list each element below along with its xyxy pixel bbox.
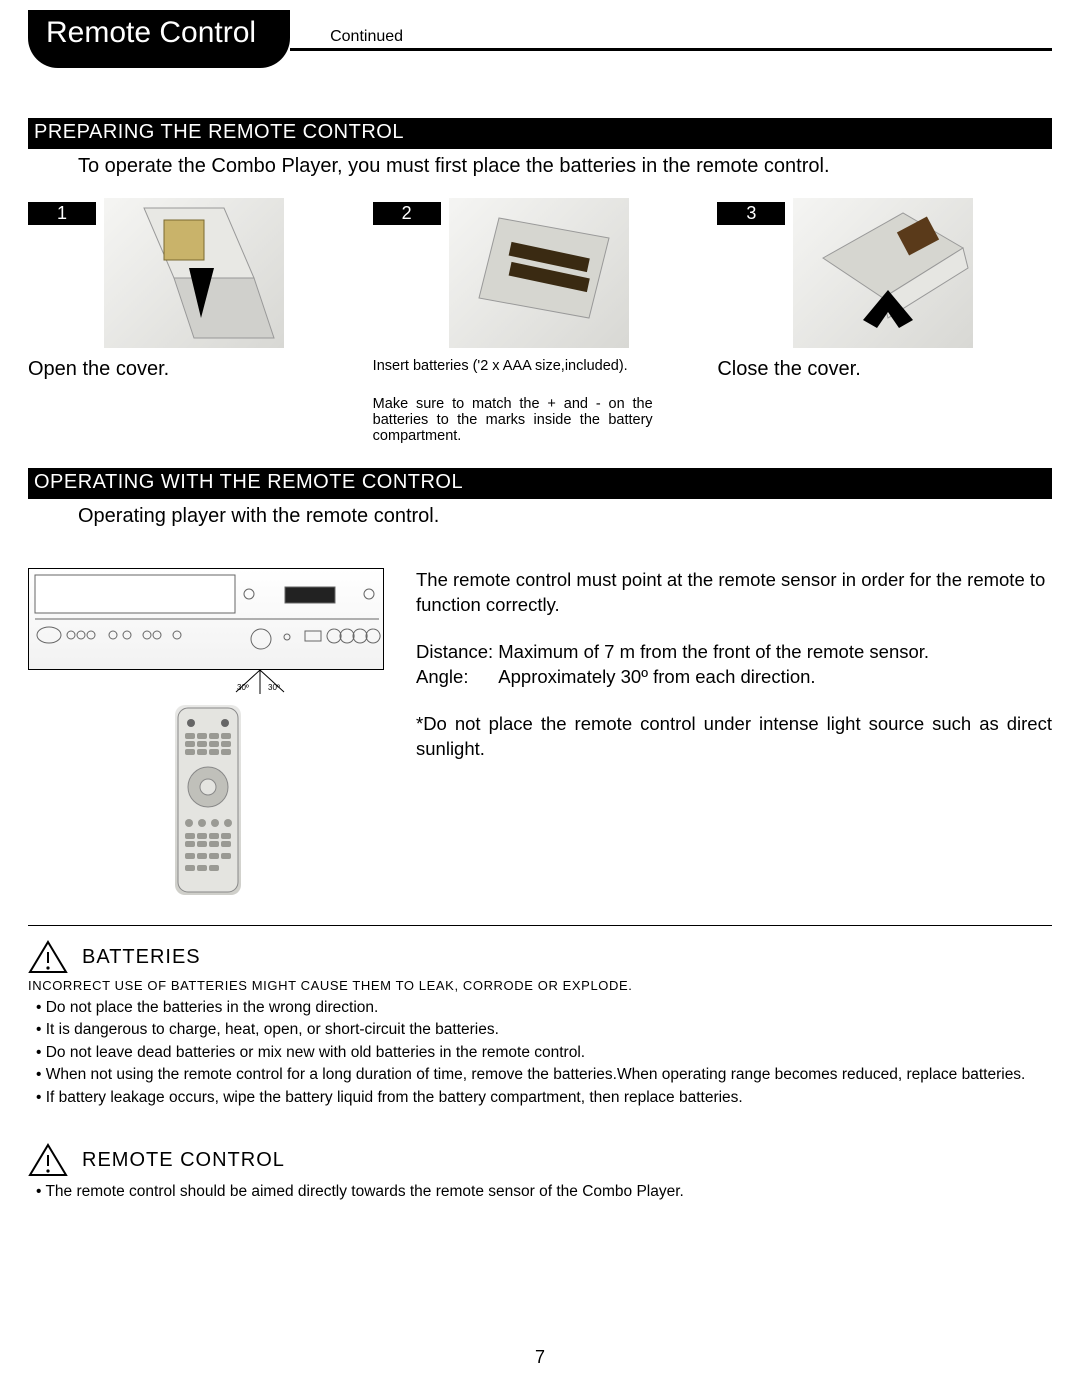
step-1-caption: Open the cover. [28, 358, 363, 381]
step-2-note: Make sure to match the + and - on the ba… [373, 396, 653, 444]
section1-heading: PREPARING THE REMOTE CONTROL [28, 118, 1052, 149]
remote-warning: REMOTE CONTROL The remote control should… [28, 1143, 1052, 1203]
remote-svg [175, 705, 241, 895]
step-3-image [793, 198, 973, 348]
angle-left-label: 30º [237, 683, 249, 692]
operating-row: 30º 30º [28, 568, 1052, 895]
operating-p1: The remote control must point at the rem… [416, 568, 1052, 618]
divider-rule [28, 925, 1052, 926]
page-number: 7 [0, 1347, 1080, 1368]
warning-icon [28, 1143, 68, 1177]
warning-icon [28, 940, 68, 974]
section2-heading: OPERATING WITH THE REMOTE CONTROL [28, 468, 1052, 499]
open-cover-illustration [104, 198, 284, 348]
operating-specs: Distance: Maximum of 7 m from the front … [416, 640, 1052, 690]
list-item: It is dangerous to charge, heat, open, o… [28, 1019, 1052, 1041]
operating-distance: Distance: Maximum of 7 m from the front … [416, 641, 929, 662]
close-cover-illustration [793, 198, 973, 348]
step-1-number: 1 [28, 202, 96, 225]
operating-note: *Do not place the remote control under i… [416, 712, 1052, 762]
remote-title: REMOTE CONTROL [82, 1149, 285, 1172]
continued-label: Continued [290, 28, 1052, 46]
insert-batteries-illustration [449, 198, 629, 348]
list-item: When not using the remote control for a … [28, 1064, 1052, 1086]
header-right: Continued [290, 28, 1052, 51]
operating-text: The remote control must point at the rem… [416, 568, 1052, 895]
step-2-image [449, 198, 629, 348]
steps-row: 1 Open the cover. 2 I [28, 198, 1052, 444]
step-3-caption: Close the cover. [717, 358, 1052, 381]
step-3: 3 Close the cover. [717, 198, 1052, 444]
player-illustration [28, 568, 384, 670]
page-title: Remote Control [46, 16, 256, 49]
page-title-pill: Remote Control [28, 10, 290, 68]
page-header: Remote Control Continued [28, 10, 1052, 68]
list-item: Do not leave dead batteries or mix new w… [28, 1042, 1052, 1064]
step-2-number: 2 [373, 202, 441, 225]
batteries-title: BATTERIES [82, 946, 201, 969]
angle-right-label: 30º [268, 683, 280, 692]
step-2-caption: Insert batteries ('2 x AAA size,included… [373, 358, 708, 374]
step-2: 2 Insert batteries ('2 x AAA size,includ… [373, 198, 708, 444]
section1-intro: To operate the Combo Player, you must fi… [78, 155, 1052, 178]
player-svg [29, 569, 385, 671]
list-item: The remote control should be aimed direc… [28, 1181, 1052, 1203]
remote-list: The remote control should be aimed direc… [28, 1181, 1052, 1203]
angle-indicator: 30º 30º [28, 670, 384, 694]
batteries-warning: BATTERIES INCORRECT USE OF BATTERIES MIG… [28, 940, 1052, 1109]
step-1: 1 Open the cover. [28, 198, 363, 444]
step-1-image [104, 198, 284, 348]
list-item: If battery leakage occurs, wipe the batt… [28, 1087, 1052, 1109]
batteries-list: Do not place the batteries in the wrong … [28, 997, 1052, 1109]
header-rule [290, 48, 1052, 51]
list-item: Do not place the batteries in the wrong … [28, 997, 1052, 1019]
section2-intro: Operating player with the remote control… [78, 505, 1052, 528]
batteries-subtitle: INCORRECT USE OF BATTERIES MIGHT CAUSE T… [28, 978, 1052, 993]
device-figure: 30º 30º [28, 568, 388, 895]
step-3-number: 3 [717, 202, 785, 225]
operating-angle: Angle: Approximately 30º from each direc… [416, 666, 816, 687]
remote-illustration [175, 705, 241, 895]
